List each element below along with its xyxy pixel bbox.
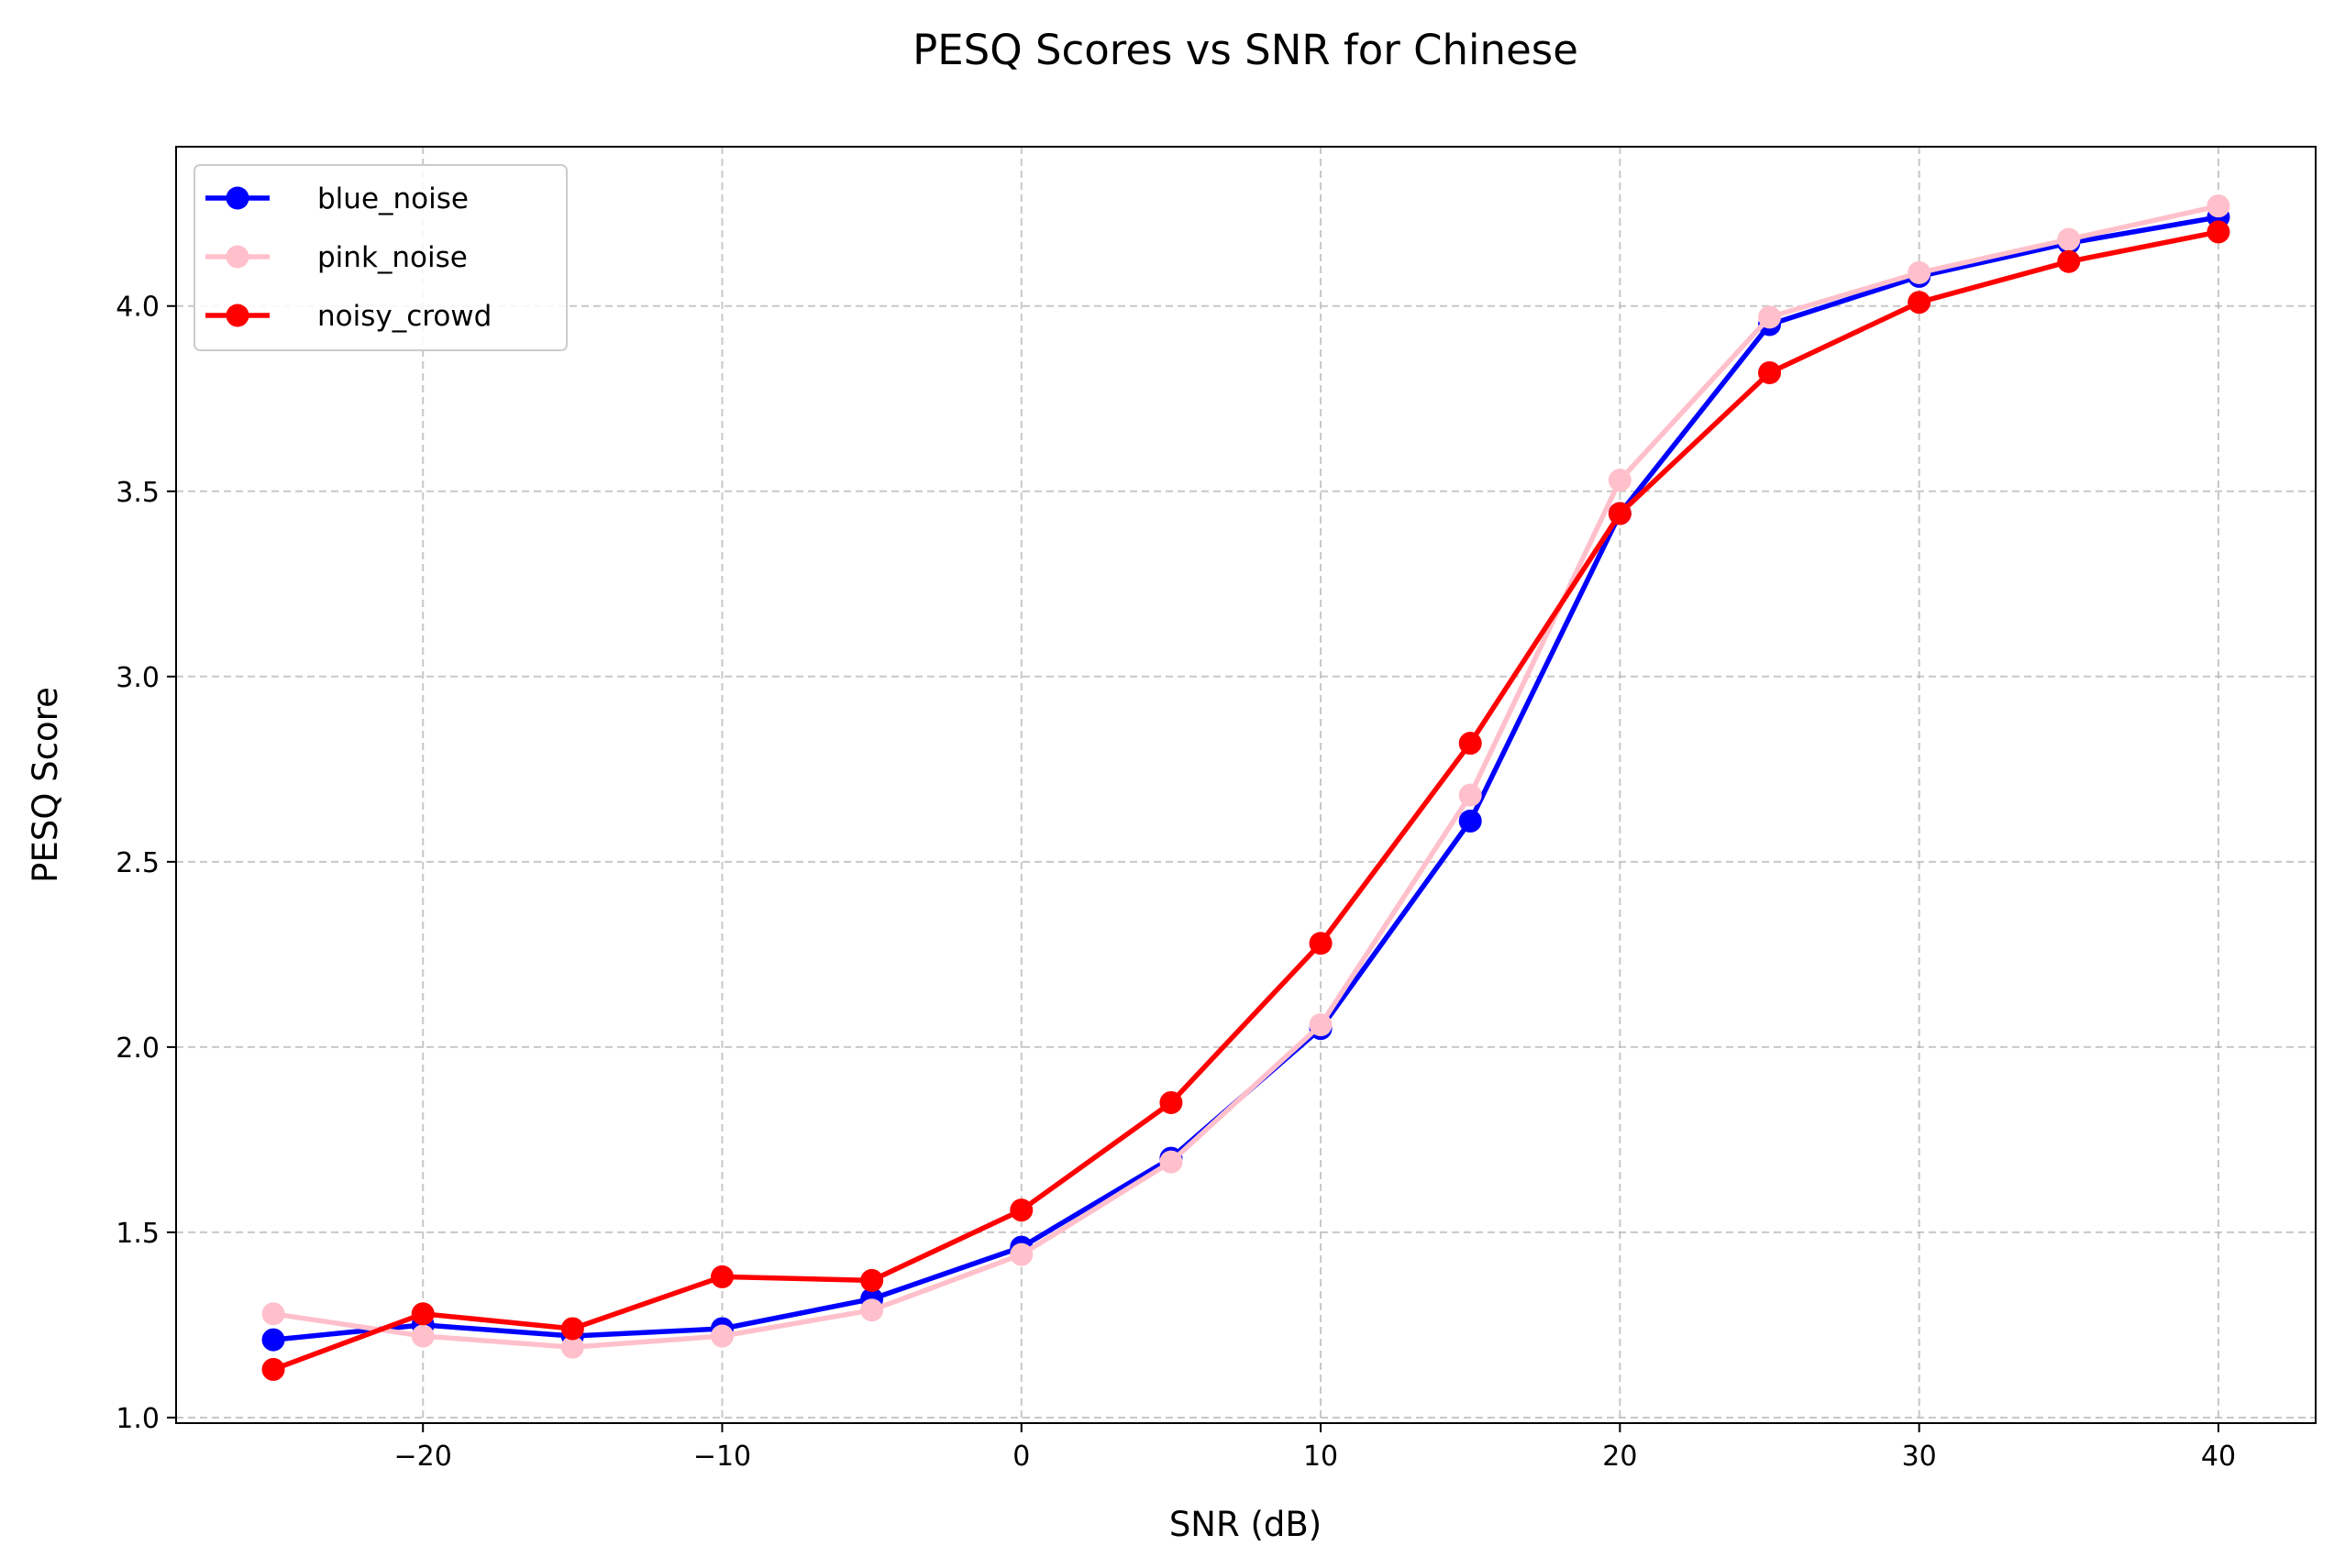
y-tick-label: 3.0 (116, 662, 160, 694)
series-line-noisy_crowd (271, 229, 2221, 1373)
data-point-noisy_crowd (1159, 1090, 1183, 1114)
data-point-noisy_crowd (2207, 220, 2230, 244)
data-point-pink_noise (1159, 1150, 1183, 1174)
legend-box (194, 164, 568, 351)
data-point-noisy_crowd (2057, 249, 2081, 273)
series-line-pink_noise (271, 203, 2221, 1350)
y-axis-title: PESQ Score (26, 687, 65, 883)
y-tick-label: 1.0 (116, 1403, 160, 1435)
data-point-pink_noise (1608, 469, 1632, 492)
legend-label-pink_noise: pink_noise (317, 241, 468, 274)
data-point-pink_noise (2057, 227, 2081, 251)
legend: blue_noise pink_noise noisy_crowd (194, 164, 568, 351)
data-point-pink_noise (411, 1324, 435, 1348)
x-tick-label: −20 (394, 1441, 452, 1473)
y-axis-ticks: 1.0 1.5 2.0 2.5 3.0 3.5 4.0 (116, 292, 176, 1435)
data-point-pink_noise (261, 1302, 285, 1326)
x-tick-label: 40 (2201, 1441, 2236, 1473)
x-tick-label: −10 (693, 1441, 751, 1473)
y-tick-label: 3.5 (116, 477, 160, 509)
data-point-noisy_crowd (1309, 932, 1333, 955)
data-point-pink_noise (860, 1298, 884, 1322)
data-point-pink_noise (1758, 305, 1782, 329)
legend-label-blue_noise: blue_noise (317, 182, 469, 215)
legend-marker-pink_noise (226, 245, 249, 269)
data-point-noisy_crowd (261, 1357, 285, 1381)
data-point-pink_noise (1309, 1013, 1333, 1037)
series-noisy_crowd (261, 220, 2230, 1381)
legend-marker-noisy_crowd (226, 304, 249, 327)
x-tick-label: 20 (1602, 1441, 1637, 1473)
legend-items: blue_noise pink_noise noisy_crowd (205, 182, 492, 333)
data-point-noisy_crowd (411, 1302, 435, 1326)
data-point-pink_noise (1908, 260, 1931, 284)
data-point-pink_noise (560, 1335, 584, 1359)
data-point-noisy_crowd (560, 1317, 584, 1341)
x-tick-label: 30 (1902, 1441, 1937, 1473)
data-point-pink_noise (1010, 1242, 1034, 1266)
series-pink_noise (261, 194, 2230, 1359)
x-tick-label: 10 (1303, 1441, 1338, 1473)
data-point-pink_noise (710, 1324, 734, 1348)
data-point-noisy_crowd (860, 1268, 884, 1292)
legend-label-noisy_crowd: noisy_crowd (317, 300, 492, 333)
data-point-blue_noise (1458, 809, 1482, 833)
data-point-noisy_crowd (1010, 1198, 1034, 1222)
y-tick-label: 4.0 (116, 292, 160, 324)
x-tick-label: 0 (1012, 1441, 1030, 1473)
y-tick-label: 2.5 (116, 847, 160, 879)
legend-marker-blue_noise (226, 186, 249, 210)
y-tick-label: 1.5 (116, 1218, 160, 1250)
x-axis-ticks: −20 −10 0 10 20 30 40 (394, 1423, 2236, 1473)
x-axis-title: SNR (dB) (1169, 1505, 1322, 1544)
data-point-blue_noise (261, 1328, 285, 1352)
y-tick-label: 2.0 (116, 1032, 160, 1065)
data-point-noisy_crowd (1908, 291, 1931, 315)
plot-frame (175, 146, 2317, 1424)
data-point-noisy_crowd (1608, 502, 1632, 525)
chart-title: PESQ Scores vs SNR for Chinese (913, 26, 1578, 74)
data-point-noisy_crowd (1458, 732, 1482, 756)
grid-lines (176, 147, 2316, 1423)
data-series (261, 194, 2230, 1381)
data-point-noisy_crowd (710, 1264, 734, 1288)
data-point-pink_noise (1458, 783, 1482, 807)
data-point-pink_noise (2207, 194, 2230, 218)
data-point-noisy_crowd (1758, 360, 1782, 384)
